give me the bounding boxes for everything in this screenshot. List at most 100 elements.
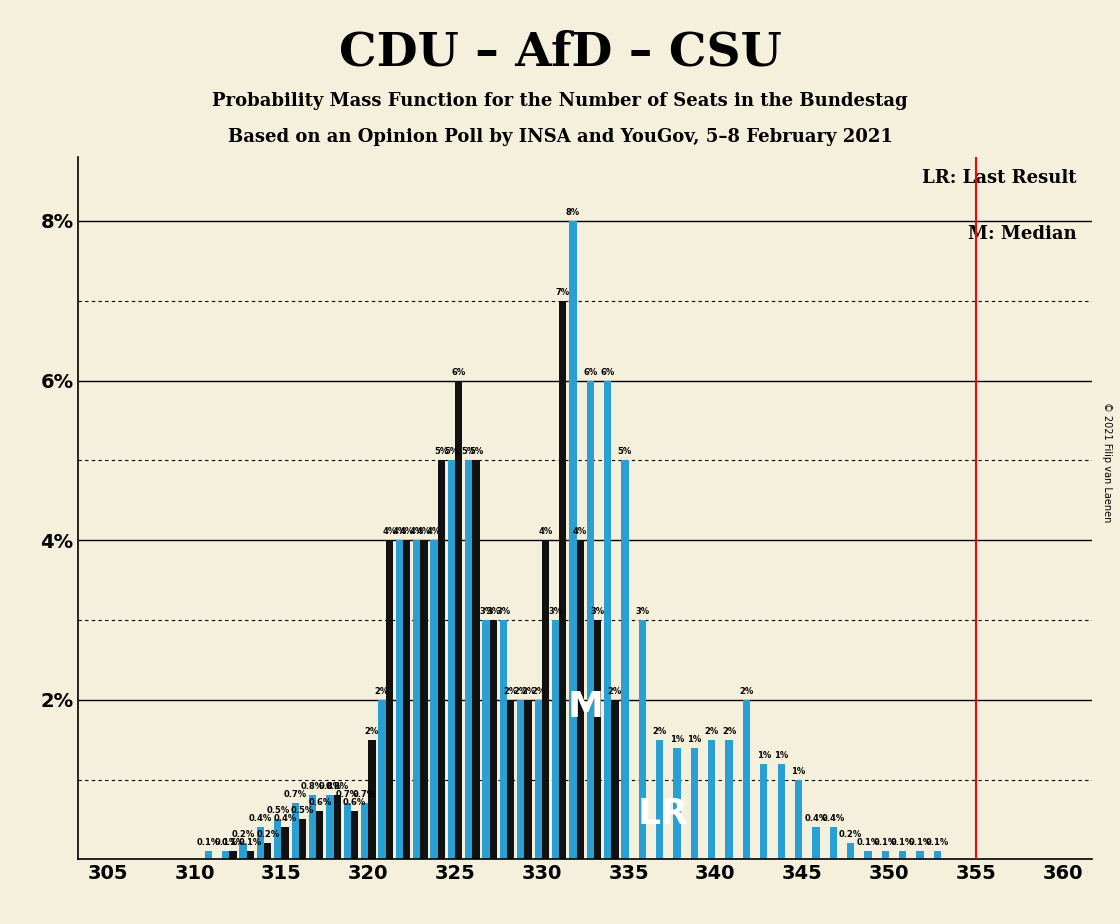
Bar bbox=[368, 739, 375, 859]
Bar bbox=[534, 699, 542, 859]
Text: 5%: 5% bbox=[618, 447, 632, 456]
Bar bbox=[622, 460, 628, 859]
Bar bbox=[542, 541, 549, 859]
Text: 5%: 5% bbox=[435, 447, 448, 456]
Text: 0.7%: 0.7% bbox=[283, 790, 307, 799]
Bar bbox=[517, 699, 524, 859]
Bar bbox=[691, 748, 698, 859]
Bar bbox=[291, 804, 299, 859]
Text: 0.2%: 0.2% bbox=[256, 831, 279, 839]
Bar bbox=[420, 541, 428, 859]
Text: M: Median: M: Median bbox=[968, 225, 1076, 243]
Text: 0.1%: 0.1% bbox=[908, 838, 932, 847]
Bar bbox=[638, 620, 646, 859]
Bar bbox=[465, 460, 473, 859]
Text: 0.8%: 0.8% bbox=[326, 783, 348, 792]
Bar bbox=[455, 381, 463, 859]
Bar bbox=[524, 699, 532, 859]
Bar bbox=[830, 827, 837, 859]
Bar bbox=[264, 844, 271, 859]
Text: 0.8%: 0.8% bbox=[301, 783, 324, 792]
Text: 0.1%: 0.1% bbox=[892, 838, 914, 847]
Bar bbox=[413, 541, 420, 859]
Text: 2%: 2% bbox=[365, 726, 379, 736]
Bar bbox=[865, 851, 871, 859]
Text: © 2021 Filip van Laenen: © 2021 Filip van Laenen bbox=[1102, 402, 1111, 522]
Bar bbox=[351, 811, 358, 859]
Text: 6%: 6% bbox=[600, 368, 615, 377]
Text: 1%: 1% bbox=[688, 735, 701, 744]
Text: 5%: 5% bbox=[461, 447, 476, 456]
Bar bbox=[604, 381, 612, 859]
Text: 3%: 3% bbox=[496, 607, 511, 616]
Bar bbox=[673, 748, 681, 859]
Bar bbox=[205, 851, 212, 859]
Bar bbox=[594, 620, 601, 859]
Text: 0.1%: 0.1% bbox=[926, 838, 949, 847]
Text: M: M bbox=[567, 689, 604, 723]
Bar bbox=[385, 541, 393, 859]
Bar bbox=[916, 851, 924, 859]
Text: 0.1%: 0.1% bbox=[197, 838, 220, 847]
Text: 0.5%: 0.5% bbox=[291, 807, 314, 816]
Bar bbox=[500, 620, 507, 859]
Text: 0.1%: 0.1% bbox=[222, 838, 244, 847]
Text: 0.7%: 0.7% bbox=[353, 790, 376, 799]
Text: 2%: 2% bbox=[531, 687, 545, 696]
Bar bbox=[612, 699, 618, 859]
Bar bbox=[760, 763, 767, 859]
Text: 5%: 5% bbox=[469, 447, 483, 456]
Text: 2%: 2% bbox=[653, 726, 666, 736]
Bar bbox=[281, 827, 289, 859]
Bar bbox=[361, 804, 368, 859]
Text: 5%: 5% bbox=[445, 447, 458, 456]
Text: LR: LR bbox=[638, 797, 689, 832]
Bar bbox=[309, 796, 316, 859]
Text: LR: Last Result: LR: Last Result bbox=[922, 169, 1076, 187]
Bar bbox=[430, 541, 438, 859]
Bar bbox=[246, 851, 254, 859]
Bar bbox=[569, 221, 577, 859]
Text: 2%: 2% bbox=[704, 726, 719, 736]
Text: 1%: 1% bbox=[757, 750, 771, 760]
Bar bbox=[708, 739, 716, 859]
Text: 7%: 7% bbox=[556, 287, 570, 297]
Text: 0.1%: 0.1% bbox=[874, 838, 897, 847]
Bar bbox=[483, 620, 489, 859]
Text: 4%: 4% bbox=[427, 527, 441, 536]
Text: 0.1%: 0.1% bbox=[857, 838, 879, 847]
Bar bbox=[577, 541, 584, 859]
Text: 0.4%: 0.4% bbox=[249, 814, 272, 823]
Text: 0.1%: 0.1% bbox=[214, 838, 237, 847]
Text: 1%: 1% bbox=[670, 735, 684, 744]
Bar bbox=[344, 804, 351, 859]
Text: 0.6%: 0.6% bbox=[343, 798, 366, 808]
Text: 2%: 2% bbox=[521, 687, 535, 696]
Text: 0.4%: 0.4% bbox=[804, 814, 828, 823]
Text: 1%: 1% bbox=[774, 750, 788, 760]
Bar bbox=[795, 780, 802, 859]
Bar bbox=[334, 796, 340, 859]
Text: 2%: 2% bbox=[608, 687, 622, 696]
Text: 3%: 3% bbox=[590, 607, 605, 616]
Text: 0.4%: 0.4% bbox=[822, 814, 844, 823]
Text: 1%: 1% bbox=[792, 767, 805, 775]
Text: 2%: 2% bbox=[514, 687, 528, 696]
Bar bbox=[473, 460, 479, 859]
Text: CDU – AfD – CSU: CDU – AfD – CSU bbox=[338, 30, 782, 76]
Text: Probability Mass Function for the Number of Seats in the Bundestag: Probability Mass Function for the Number… bbox=[212, 92, 908, 110]
Bar bbox=[934, 851, 941, 859]
Text: 6%: 6% bbox=[584, 368, 597, 377]
Bar bbox=[256, 827, 264, 859]
Text: 8%: 8% bbox=[566, 208, 580, 217]
Bar bbox=[403, 541, 410, 859]
Bar bbox=[656, 739, 663, 859]
Bar bbox=[316, 811, 324, 859]
Bar bbox=[507, 699, 514, 859]
Text: 0.2%: 0.2% bbox=[839, 831, 862, 839]
Text: 4%: 4% bbox=[573, 527, 587, 536]
Bar bbox=[587, 381, 594, 859]
Text: 4%: 4% bbox=[539, 527, 552, 536]
Text: Based on an Opinion Poll by INSA and YouGov, 5–8 February 2021: Based on an Opinion Poll by INSA and You… bbox=[227, 128, 893, 145]
Text: 0.2%: 0.2% bbox=[232, 831, 254, 839]
